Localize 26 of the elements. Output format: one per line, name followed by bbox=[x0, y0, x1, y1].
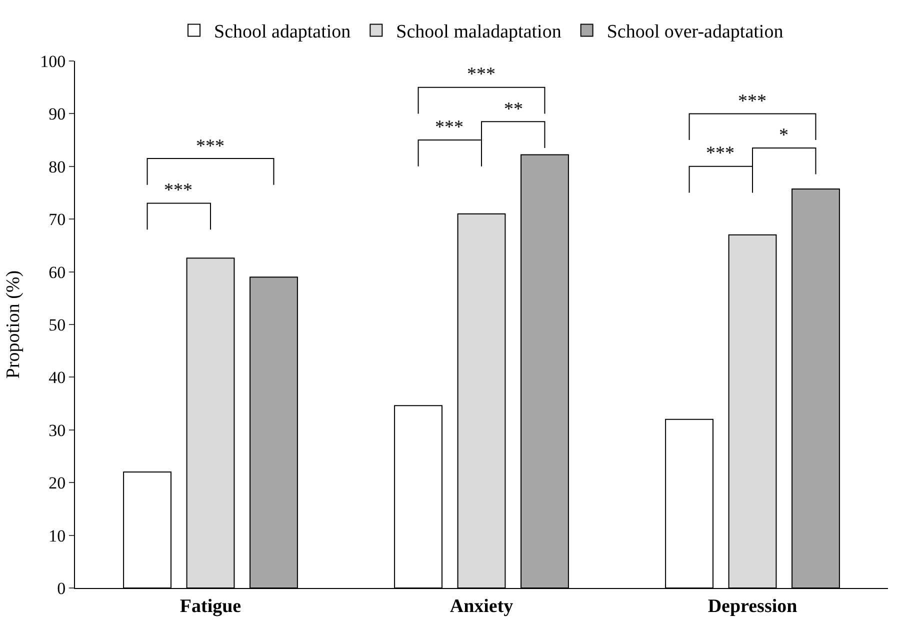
y-tick-label: 20 bbox=[48, 474, 66, 493]
x-tick-label: Depression bbox=[708, 596, 798, 617]
annotation: ** bbox=[504, 99, 523, 120]
x-tick-label: Anxiety bbox=[450, 596, 514, 617]
y-tick-label: 40 bbox=[48, 368, 66, 388]
y-tick-label: 50 bbox=[48, 315, 66, 334]
annotation: * bbox=[779, 125, 788, 146]
y-tick-label: 100 bbox=[40, 52, 66, 71]
y-tick-label: 60 bbox=[48, 262, 66, 282]
y-tick-label: 80 bbox=[48, 157, 66, 176]
legend-label: School maladaptation bbox=[396, 22, 562, 43]
annotation: *** bbox=[435, 117, 464, 138]
y-tick-label: 90 bbox=[48, 104, 66, 124]
y-tick-label: 0 bbox=[57, 578, 66, 598]
y-tick-label: 10 bbox=[48, 526, 66, 546]
annotation: *** bbox=[706, 143, 734, 164]
annotation: *** bbox=[467, 64, 496, 85]
annotation: *** bbox=[196, 136, 224, 157]
y-axis-title: Propotion (%) bbox=[2, 270, 24, 379]
y-tick-label: 70 bbox=[48, 210, 66, 230]
annotation: *** bbox=[164, 180, 192, 201]
annotation: *** bbox=[738, 91, 766, 112]
y-tick-label: 30 bbox=[48, 420, 66, 440]
x-tick-label: Fatigue bbox=[180, 596, 242, 617]
legend-label: School adaptation bbox=[214, 22, 352, 43]
legend-label: School over-adaptation bbox=[606, 22, 784, 43]
